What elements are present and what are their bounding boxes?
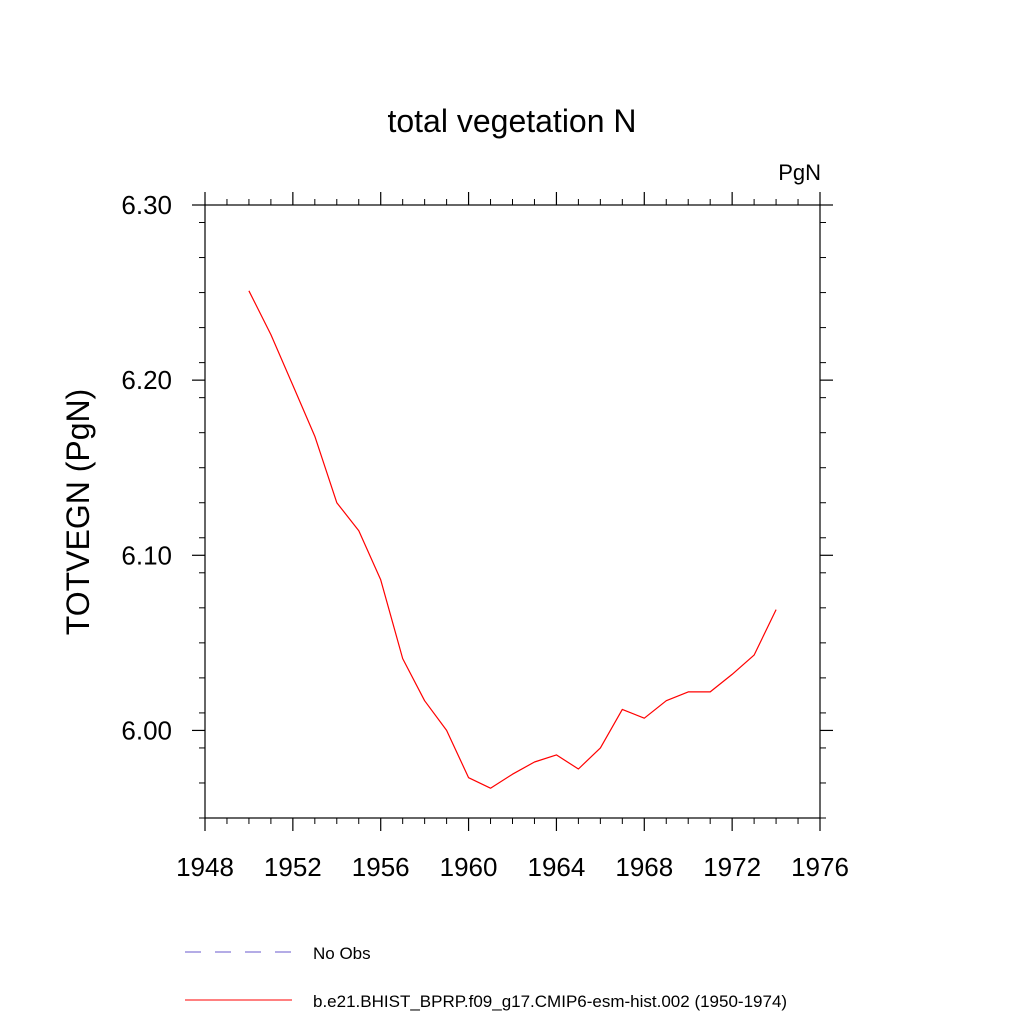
- units-label: PgN: [778, 160, 821, 185]
- x-tick-label: 1968: [615, 852, 673, 882]
- data-series: [248, 290, 777, 789]
- x-tick-label: 1956: [352, 852, 410, 882]
- axis-ticks: [192, 192, 833, 831]
- y-axis-label: TOTVEGN (PgN): [60, 389, 96, 636]
- x-tick-label: 1952: [264, 852, 322, 882]
- legend: No Obs b.e21.BHIST_BPRP.f09_g17.CMIP6-esm…: [185, 944, 787, 1011]
- x-tick-label: 1964: [528, 852, 586, 882]
- y-tick-label: 6.20: [121, 365, 172, 395]
- x-tick-label: 1960: [440, 852, 498, 882]
- legend-label: b.e21.BHIST_BPRP.f09_g17.CMIP6-esm-hist.…: [313, 992, 787, 1011]
- x-tick-label: 1972: [703, 852, 761, 882]
- x-tick-label: 1948: [176, 852, 234, 882]
- chart-title: total vegetation N: [387, 103, 636, 139]
- y-tick-label: 6.00: [121, 715, 172, 745]
- x-tick-label: 1976: [791, 852, 849, 882]
- legend-label: No Obs: [313, 944, 371, 963]
- plot-frame: [204, 204, 821, 819]
- y-tick-label: 6.30: [121, 190, 172, 220]
- y-tick-label: 6.10: [121, 540, 172, 570]
- axis-tick-labels: 1948 1952 1956 1960 1964 1968 1972 1976 6.00 6.10…: [121, 190, 849, 882]
- series-line: [248, 290, 777, 789]
